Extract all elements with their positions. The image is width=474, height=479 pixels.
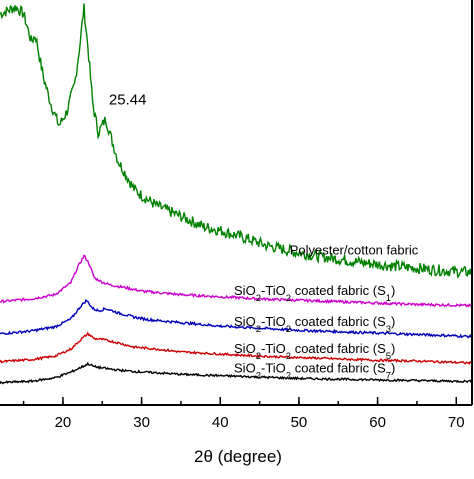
series-line (0, 298, 473, 339)
axis-layer: 20 30 40 50 60 70 (0, 0, 473, 431)
series-label: Polyester/cotton fabric (290, 242, 419, 257)
series-line (0, 331, 473, 366)
x-tick-label: 20 (55, 414, 72, 431)
series-label: SiO2-TiO2 coated fabric (S1) (234, 283, 395, 304)
x-tick-label: 40 (212, 414, 229, 431)
series-line (0, 361, 473, 385)
series-label: SiO2-TiO2 coated fabric (S3) (234, 314, 395, 335)
series-line (0, 254, 473, 308)
series-line (0, 3, 473, 279)
x-tick-label: 60 (369, 414, 386, 431)
series-label: SiO2-TiO2 coated fabric (S5) (234, 341, 395, 362)
x-tick-label: 70 (448, 414, 465, 431)
x-tick-label: 50 (291, 414, 308, 431)
series-label: SiO2-TiO2 coated fabric (S7) (234, 361, 395, 382)
series-layer (0, 3, 473, 385)
peak-annotation: 25.44 (109, 92, 147, 109)
x-axis-label: 2θ (degree) (194, 447, 282, 466)
peak-annotation-layer: 22.6625.44 (109, 92, 147, 109)
series-label-layer: Polyester/cotton fabric SiO2-TiO2 coated … (234, 242, 419, 381)
x-tick-label: 30 (133, 414, 150, 431)
